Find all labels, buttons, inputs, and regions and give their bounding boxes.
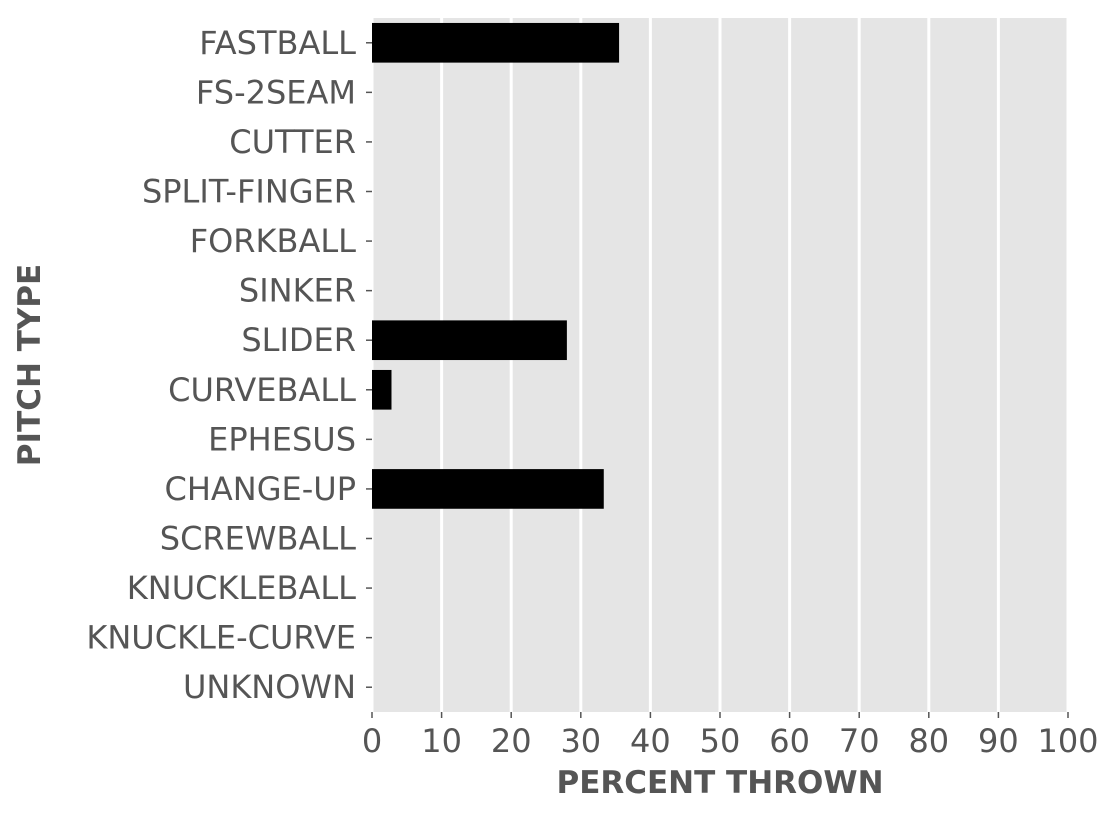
y-tick-label: KNUCKLE-CURVE [86, 619, 356, 657]
bar-slider [372, 320, 567, 361]
y-tick-label: FS-2SEAM [196, 73, 356, 111]
x-tick-label: 50 [700, 722, 741, 760]
x-tick-label: 20 [491, 722, 532, 760]
x-tick-label: 10 [421, 722, 462, 760]
x-tick-label: 100 [1037, 722, 1098, 760]
y-tick-label: CUTTER [229, 123, 356, 161]
grid-lines [370, 18, 1070, 712]
y-axis-title: PITCH TYPE [12, 264, 48, 466]
x-tick-label: 60 [769, 722, 810, 760]
y-tick-label: FORKBALL [190, 222, 356, 260]
y-tick-label: EPHESUS [208, 420, 356, 458]
y-tick-label: UNKNOWN [183, 668, 356, 706]
x-axis: 0 10 20 30 40 50 60 70 80 90 100 [362, 712, 1099, 760]
x-tick-label: 80 [908, 722, 949, 760]
x-axis-title: PERCENT THROWN [556, 765, 883, 801]
y-tick-label: SCREWBALL [160, 520, 356, 558]
x-tick-label: 70 [839, 722, 880, 760]
y-tick-label: CURVEBALL [168, 371, 356, 409]
bars [372, 22, 620, 509]
y-axis: FASTBALL FS-2SEAM CUTTER SPLIT-FINGER FORKBA… [86, 24, 372, 706]
bar-change-up [372, 469, 604, 509]
x-tick-label: 40 [630, 722, 671, 760]
y-tick-label: KNUCKLEBALL [127, 569, 356, 607]
y-tick-label: SINKER [239, 272, 356, 310]
bar-curveball [372, 369, 392, 410]
y-tick-label: SLIDER [241, 321, 356, 359]
y-tick-label: SPLIT-FINGER [142, 173, 356, 211]
x-tick-label: 90 [978, 722, 1019, 760]
x-tick-label: 0 [362, 722, 382, 760]
y-tick-label: CHANGE-UP [164, 470, 356, 508]
bar-fastball [372, 22, 620, 63]
y-tick-label: FASTBALL [199, 24, 356, 62]
x-tick-label: 30 [560, 722, 601, 760]
